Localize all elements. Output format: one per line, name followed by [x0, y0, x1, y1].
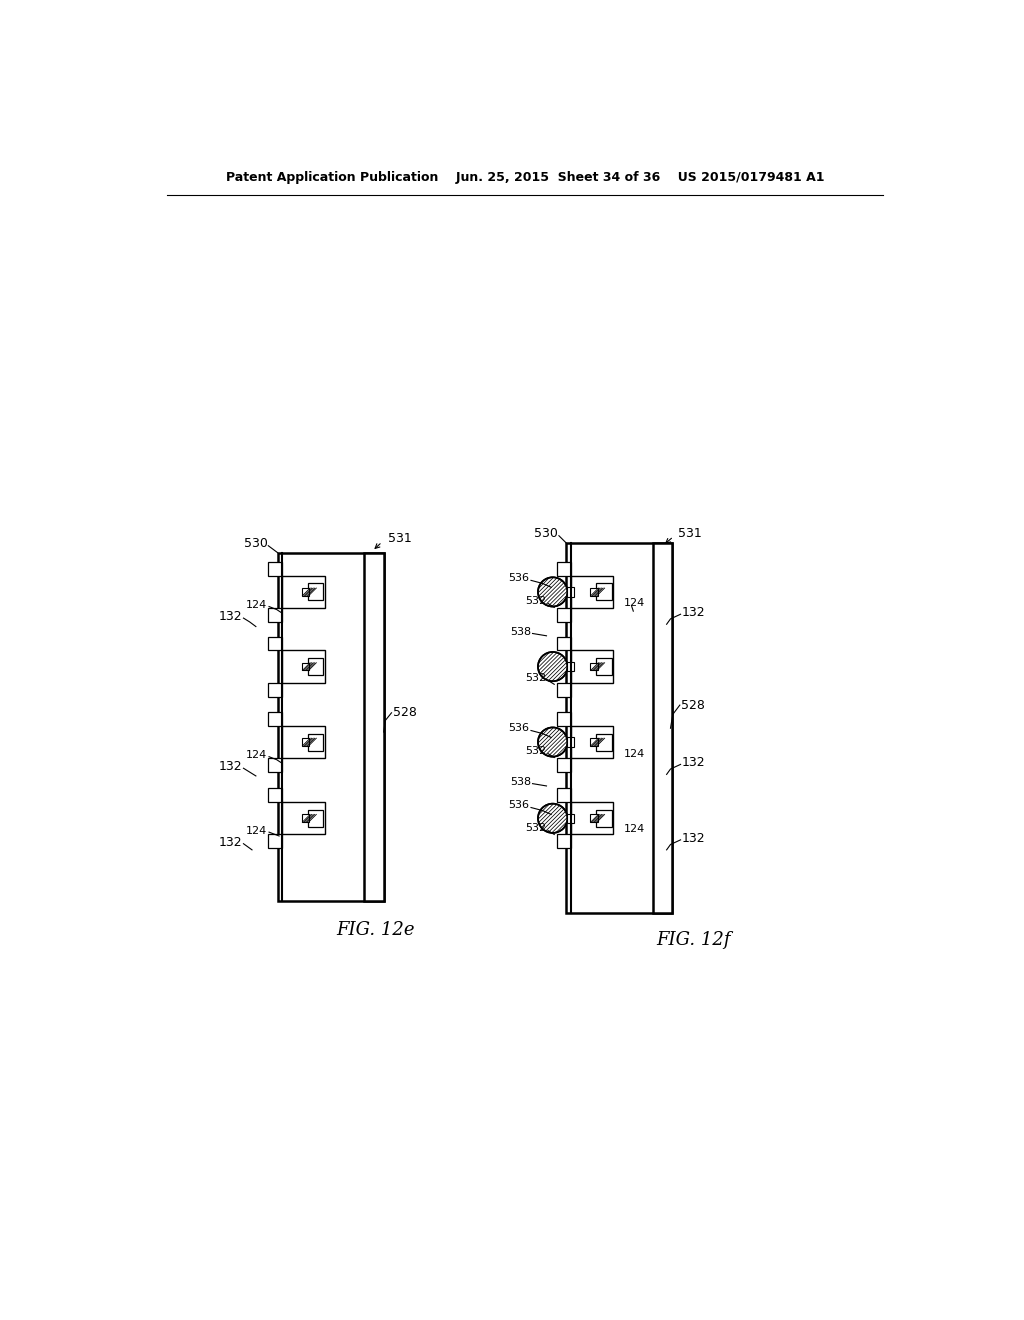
Text: FIG. 12e: FIG. 12e	[337, 921, 416, 939]
Bar	[302, 663, 309, 671]
Bar	[268, 711, 283, 726]
Text: 538: 538	[510, 627, 531, 638]
Bar	[283, 576, 325, 609]
Bar	[302, 738, 309, 746]
Bar	[596, 734, 611, 751]
Bar	[308, 583, 324, 601]
Bar	[268, 788, 283, 803]
Bar	[268, 682, 283, 697]
Text: Patent Application Publication    Jun. 25, 2015  Sheet 34 of 36    US 2015/01794: Patent Application Publication Jun. 25, …	[225, 172, 824, 185]
Bar	[596, 810, 611, 826]
Bar	[567, 663, 573, 671]
Bar	[567, 813, 573, 822]
Bar	[652, 544, 672, 913]
Text: FIG. 12f: FIG. 12f	[656, 931, 731, 949]
Bar	[268, 636, 283, 651]
Text: 132: 132	[218, 610, 242, 623]
Bar	[590, 589, 598, 595]
Bar	[283, 651, 325, 682]
Bar	[283, 726, 325, 758]
Text: 536: 536	[509, 573, 529, 583]
Bar	[268, 834, 283, 849]
Bar	[570, 576, 613, 609]
Bar	[308, 734, 324, 751]
Text: 531: 531	[388, 532, 412, 545]
Text: 528: 528	[393, 706, 417, 719]
Text: 530: 530	[535, 527, 558, 540]
Text: 532: 532	[525, 673, 547, 684]
Text: 532: 532	[525, 746, 547, 756]
Bar	[557, 609, 570, 622]
Bar	[590, 663, 598, 671]
Text: 538: 538	[510, 777, 531, 787]
Bar	[557, 711, 570, 726]
Text: 124: 124	[624, 824, 645, 834]
Bar	[278, 553, 384, 902]
Text: 132: 132	[682, 756, 706, 770]
Text: 536: 536	[509, 800, 529, 810]
Bar	[557, 562, 570, 576]
Bar	[557, 758, 570, 772]
Text: 132: 132	[218, 760, 242, 774]
Bar	[365, 553, 384, 902]
Circle shape	[538, 577, 567, 607]
Bar	[570, 803, 613, 834]
Bar	[308, 810, 324, 826]
Text: 132: 132	[218, 836, 242, 849]
Text: 531: 531	[678, 527, 702, 540]
Bar	[268, 562, 283, 576]
Bar	[268, 609, 283, 622]
Text: 132: 132	[682, 832, 706, 845]
Bar	[570, 651, 613, 682]
Bar	[308, 659, 324, 675]
Bar	[268, 758, 283, 772]
Text: 532: 532	[525, 824, 547, 833]
Bar	[557, 834, 570, 849]
Circle shape	[538, 727, 567, 756]
Text: 124: 124	[624, 748, 645, 759]
Bar	[596, 659, 611, 675]
Bar	[590, 814, 598, 822]
Text: 530: 530	[244, 537, 267, 550]
Bar	[596, 583, 611, 601]
Text: 124: 124	[246, 825, 267, 836]
Text: 124: 124	[246, 601, 267, 610]
Text: 528: 528	[681, 698, 706, 711]
Bar	[302, 814, 309, 822]
Bar	[566, 544, 672, 913]
Bar	[283, 803, 325, 834]
Bar	[567, 587, 573, 597]
Bar	[557, 636, 570, 651]
Text: 124: 124	[246, 750, 267, 760]
Bar	[590, 738, 598, 746]
Bar	[570, 726, 613, 758]
Text: 532: 532	[525, 597, 547, 606]
Text: 536: 536	[509, 723, 529, 733]
Bar	[557, 682, 570, 697]
Text: 132: 132	[682, 606, 706, 619]
Bar	[557, 788, 570, 803]
Text: 124: 124	[624, 598, 645, 609]
Bar	[302, 589, 309, 595]
Circle shape	[538, 652, 567, 681]
Bar	[567, 738, 573, 747]
Circle shape	[538, 804, 567, 833]
